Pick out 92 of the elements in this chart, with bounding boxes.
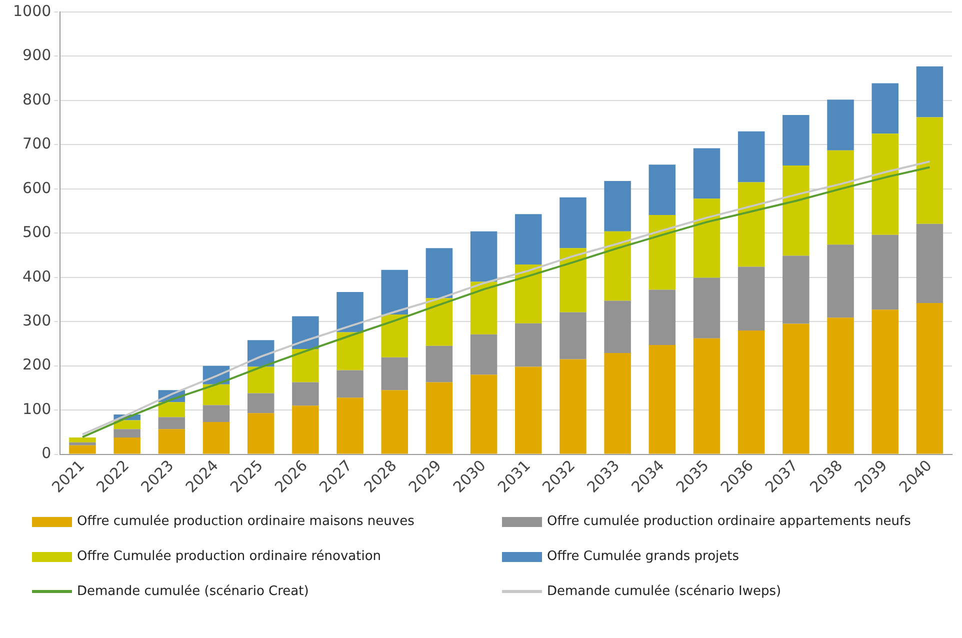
bar xyxy=(782,115,810,166)
bar xyxy=(648,290,676,346)
bar xyxy=(693,278,720,338)
bar xyxy=(872,310,898,454)
bar xyxy=(202,384,230,406)
bar xyxy=(381,357,408,390)
bar xyxy=(336,370,364,398)
bar xyxy=(604,352,631,454)
bar xyxy=(158,417,186,430)
legend-label: Offre cumulée production ordinaire appartements neufs xyxy=(547,514,911,529)
bar xyxy=(426,382,453,454)
bar xyxy=(648,215,676,290)
bar xyxy=(470,374,498,454)
bar xyxy=(292,349,319,382)
legend-label: Demande cumulée (scénario Iweps) xyxy=(547,584,782,599)
bar xyxy=(336,332,364,370)
bar xyxy=(560,312,586,360)
bar xyxy=(381,390,408,454)
bar xyxy=(292,316,319,350)
bar xyxy=(693,198,720,278)
y-tick-label: 200 xyxy=(22,356,52,374)
bar xyxy=(114,437,140,454)
bar xyxy=(202,422,230,454)
bar xyxy=(515,264,542,324)
y-tick-label: 400 xyxy=(22,267,52,286)
bar xyxy=(114,420,140,430)
bar xyxy=(426,248,453,298)
bar xyxy=(515,366,542,454)
y-tick-label: 0 xyxy=(42,444,52,462)
bar xyxy=(782,324,810,454)
bar xyxy=(69,445,96,454)
bar xyxy=(916,303,944,454)
y-tick-label: 300 xyxy=(22,311,52,330)
bar xyxy=(738,182,765,267)
bar xyxy=(604,300,631,353)
bar xyxy=(426,346,453,382)
bar xyxy=(336,398,364,454)
bar xyxy=(827,244,854,318)
legend-label: Offre Cumulée production ordinaire rénovation xyxy=(77,549,382,564)
y-tick-label: 600 xyxy=(22,178,52,197)
bar xyxy=(69,442,96,446)
bar xyxy=(738,131,765,182)
bar xyxy=(247,413,274,454)
legend-label: Offre cumulée production ordinaire maisons neuves xyxy=(77,514,414,529)
bar xyxy=(292,382,319,406)
bar xyxy=(738,330,765,454)
bar xyxy=(693,338,720,454)
bar xyxy=(202,405,230,422)
y-tick-label: 500 xyxy=(22,223,52,242)
bar xyxy=(247,366,274,394)
bar xyxy=(515,323,542,367)
y-tick-label: 1000 xyxy=(12,2,52,20)
y-tick-label: 100 xyxy=(22,400,52,418)
legend-label: Demande cumulée (scénario Creat) xyxy=(77,584,309,599)
bar xyxy=(872,83,898,134)
y-tick-label: 800 xyxy=(22,90,52,108)
bar xyxy=(916,224,944,304)
bar xyxy=(292,406,319,454)
bar xyxy=(827,100,854,150)
bar xyxy=(114,429,140,438)
bar xyxy=(604,180,631,232)
y-tick-label: 700 xyxy=(22,134,52,153)
bar xyxy=(648,345,676,454)
bar xyxy=(560,248,586,312)
bar xyxy=(604,231,631,301)
bar xyxy=(782,165,810,256)
bar xyxy=(738,266,765,330)
bar xyxy=(872,134,898,235)
bar xyxy=(69,437,96,442)
bar xyxy=(158,429,186,454)
bar xyxy=(648,164,676,216)
legend-label: Offre Cumulée grands projets xyxy=(547,549,740,564)
bar xyxy=(827,318,854,454)
bar xyxy=(782,256,810,324)
bar xyxy=(515,214,542,265)
bar xyxy=(470,282,498,334)
bar xyxy=(827,150,854,245)
bar xyxy=(916,66,944,118)
bar xyxy=(872,234,898,310)
bar xyxy=(381,314,408,358)
bar xyxy=(470,334,498,375)
bar xyxy=(336,292,364,332)
bar xyxy=(916,117,944,224)
bar xyxy=(470,231,498,282)
bar xyxy=(158,402,186,418)
bar xyxy=(560,359,586,454)
bar xyxy=(426,298,453,346)
bar xyxy=(381,270,408,315)
bar xyxy=(693,148,720,199)
bar xyxy=(560,197,586,248)
y-tick-label: 900 xyxy=(22,46,52,64)
bar xyxy=(247,393,274,414)
